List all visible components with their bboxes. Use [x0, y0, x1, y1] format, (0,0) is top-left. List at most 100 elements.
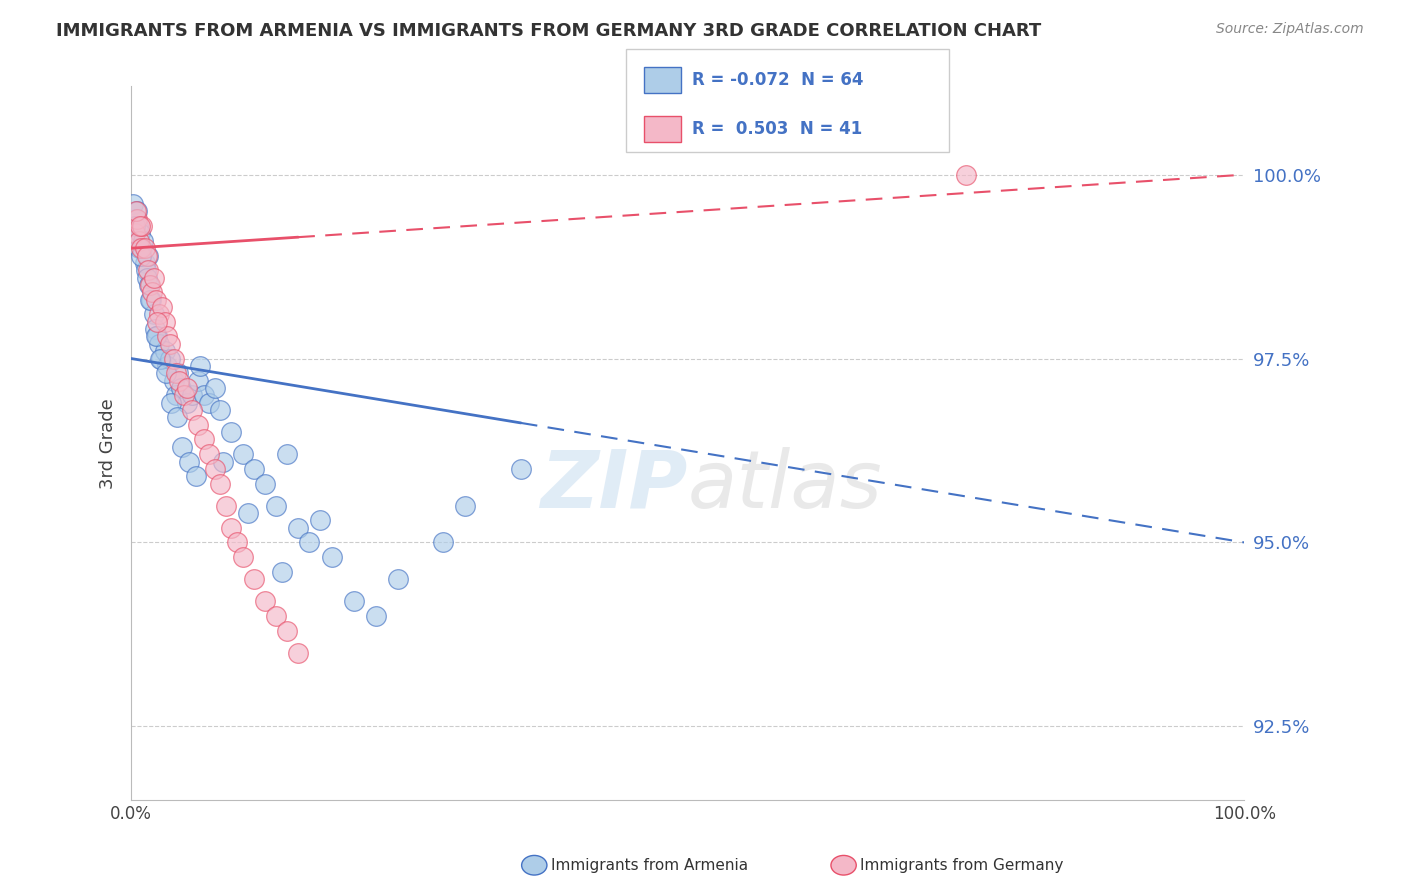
- Point: [139, 277, 162, 292]
- Text: Immigrants from Germany: Immigrants from Germany: [860, 858, 1064, 872]
- Point: [142, 270, 165, 285]
- Point: [135, 248, 157, 262]
- Point: [176, 395, 198, 409]
- Point: [166, 410, 188, 425]
- Point: [129, 219, 152, 234]
- Point: [221, 521, 243, 535]
- Point: [193, 388, 215, 402]
- Point: [155, 366, 177, 380]
- Point: [179, 454, 201, 468]
- Point: [242, 462, 264, 476]
- Point: [129, 227, 152, 241]
- Text: Source: ZipAtlas.com: Source: ZipAtlas.com: [1216, 22, 1364, 37]
- Point: [187, 417, 209, 432]
- Y-axis label: 3rd Grade: 3rd Grade: [100, 398, 117, 489]
- Point: [162, 374, 184, 388]
- Point: [125, 204, 148, 219]
- Point: [159, 351, 181, 366]
- Point: [343, 594, 366, 608]
- Text: Immigrants from Armenia: Immigrants from Armenia: [551, 858, 748, 872]
- Point: [454, 499, 477, 513]
- Point: [170, 381, 193, 395]
- Point: [131, 219, 153, 234]
- Point: [193, 433, 215, 447]
- Point: [204, 381, 226, 395]
- Point: [366, 609, 388, 624]
- Point: [232, 550, 254, 565]
- Point: [432, 535, 454, 549]
- Point: [198, 447, 221, 461]
- Point: [135, 263, 157, 277]
- Point: [160, 395, 183, 409]
- Point: [176, 381, 198, 395]
- Text: atlas: atlas: [688, 447, 883, 525]
- Point: [128, 234, 150, 248]
- Point: [184, 469, 207, 483]
- Point: [955, 168, 977, 182]
- Point: [148, 336, 170, 351]
- Point: [134, 241, 156, 255]
- Text: ZIP: ZIP: [540, 447, 688, 525]
- Point: [156, 329, 179, 343]
- Point: [253, 476, 276, 491]
- Point: [181, 403, 204, 417]
- Point: [138, 277, 160, 292]
- Point: [134, 256, 156, 270]
- Point: [209, 476, 232, 491]
- Point: [129, 248, 152, 262]
- Point: [387, 572, 409, 586]
- Point: [165, 366, 187, 380]
- Point: [146, 315, 169, 329]
- Point: [145, 329, 167, 343]
- Point: [128, 241, 150, 255]
- Point: [125, 204, 148, 219]
- Point: [136, 263, 159, 277]
- Point: [131, 241, 153, 255]
- Point: [125, 211, 148, 226]
- Point: [187, 374, 209, 388]
- Point: [153, 315, 176, 329]
- Point: [172, 440, 194, 454]
- Point: [156, 359, 179, 373]
- Point: [298, 535, 321, 549]
- Point: [204, 462, 226, 476]
- Text: IMMIGRANTS FROM ARMENIA VS IMMIGRANTS FROM GERMANY 3RD GRADE CORRELATION CHART: IMMIGRANTS FROM ARMENIA VS IMMIGRANTS FR…: [56, 22, 1042, 40]
- Point: [181, 388, 204, 402]
- Point: [167, 374, 190, 388]
- Point: [149, 351, 172, 366]
- Point: [173, 388, 195, 402]
- Point: [145, 293, 167, 307]
- Point: [127, 219, 149, 234]
- Point: [287, 646, 309, 660]
- Point: [270, 565, 292, 579]
- Point: [198, 395, 221, 409]
- Point: [124, 227, 146, 241]
- Point: [221, 425, 243, 439]
- Point: [264, 609, 287, 624]
- Point: [141, 285, 163, 300]
- Point: [165, 388, 187, 402]
- Point: [162, 351, 184, 366]
- Point: [509, 462, 531, 476]
- Point: [226, 535, 249, 549]
- Point: [215, 499, 238, 513]
- Point: [276, 447, 298, 461]
- Point: [264, 499, 287, 513]
- Point: [159, 336, 181, 351]
- Point: [135, 270, 157, 285]
- Text: R = -0.072  N = 64: R = -0.072 N = 64: [692, 71, 863, 89]
- Point: [152, 300, 174, 314]
- Point: [242, 572, 264, 586]
- Point: [143, 322, 166, 336]
- Point: [153, 344, 176, 359]
- Point: [129, 241, 152, 255]
- Point: [209, 403, 232, 417]
- Point: [125, 211, 148, 226]
- Text: R =  0.503  N = 41: R = 0.503 N = 41: [692, 120, 862, 138]
- Point: [276, 624, 298, 638]
- Point: [148, 307, 170, 321]
- Point: [287, 521, 309, 535]
- Point: [146, 329, 169, 343]
- Point: [136, 248, 159, 262]
- Point: [232, 447, 254, 461]
